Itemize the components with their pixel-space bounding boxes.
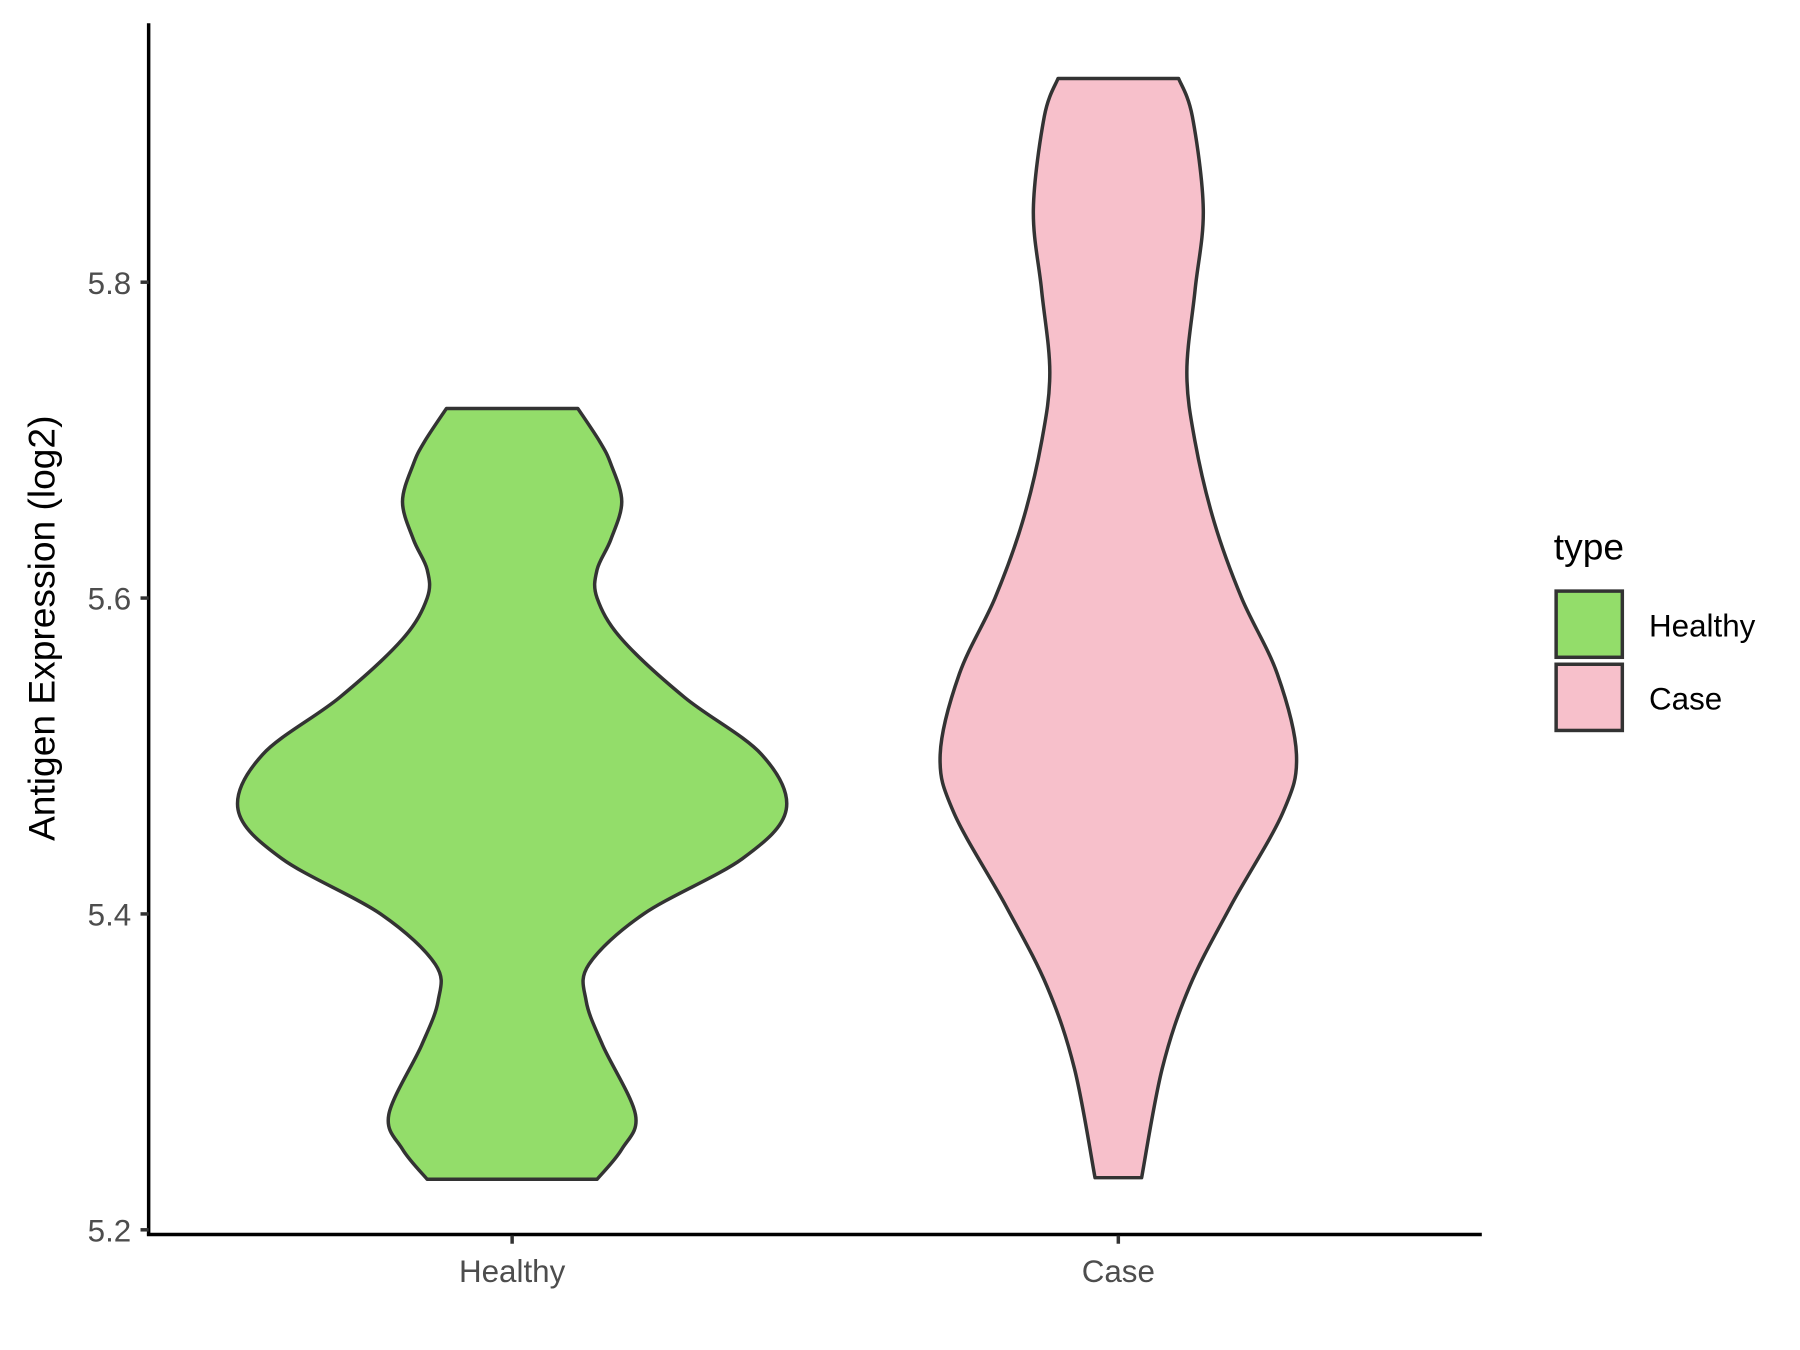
legend-label: Case: [1649, 682, 1722, 717]
y-tick-label: 5.6: [88, 582, 132, 617]
y-tick-label: 5.2: [88, 1213, 132, 1248]
violin-case: [938, 76, 1299, 1180]
legend-label: Healthy: [1649, 608, 1756, 643]
y-axis-ticks: 5.2 5.4 5.6 5.8: [88, 266, 149, 1248]
y-tick-label: 5.4: [88, 898, 132, 933]
x-tick-label: Case: [1082, 1254, 1155, 1289]
violin-healthy: [235, 406, 789, 1182]
y-tick-label: 5.8: [88, 266, 132, 301]
x-axis-ticks: Healthy Case: [459, 1235, 1155, 1289]
legend-title: type: [1554, 526, 1624, 568]
legend-key-healthy: [1554, 589, 1625, 660]
x-tick-label: Healthy: [459, 1254, 566, 1289]
violins: [235, 76, 1299, 1182]
legend: type Healthy Case: [1554, 526, 1756, 733]
legend-key-case: [1554, 662, 1625, 733]
y-axis-label: Antigen Expression (log2): [21, 416, 63, 841]
